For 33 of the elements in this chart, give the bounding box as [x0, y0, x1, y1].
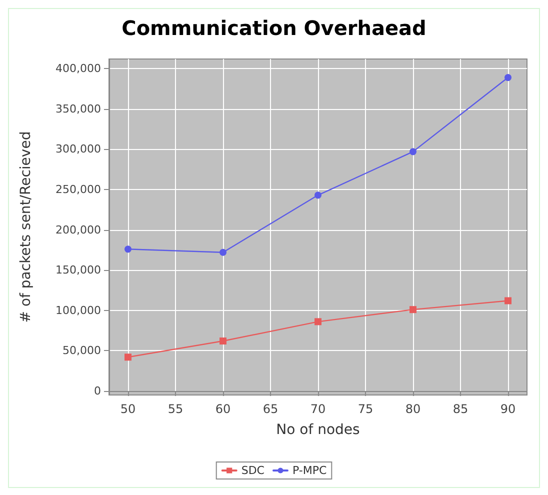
point: [410, 306, 416, 314]
legend-label: P-MPC: [292, 464, 327, 477]
x-tick-label: 55: [168, 402, 184, 416]
point: [124, 354, 132, 361]
y-tick-label: 350,000: [56, 102, 101, 116]
point: [504, 297, 512, 304]
y-tick-label: 200,000: [56, 223, 101, 236]
point: [314, 318, 322, 326]
point: [220, 248, 226, 256]
y-tick-label: 0: [94, 384, 101, 398]
legend-label: SDC: [241, 464, 265, 477]
x-axis-title: No of nodes: [276, 422, 360, 438]
y-tick-label: 100,000: [56, 304, 101, 317]
point: [220, 338, 226, 345]
y-tick-label: 400,000: [56, 62, 101, 76]
y-tick-label: 50,000: [62, 344, 101, 358]
point: [504, 74, 512, 82]
x-tick-label: 90: [500, 402, 516, 416]
point: [410, 148, 416, 156]
point: [314, 192, 322, 199]
x-tick-label: 80: [405, 402, 421, 416]
chart-title: Communication Overhaead: [122, 16, 426, 40]
x-tick-label: 85: [452, 402, 468, 416]
y-tick-label: 300,000: [56, 142, 101, 156]
x-tick-label: 50: [120, 402, 136, 416]
y-tick-label: 250,000: [56, 183, 101, 196]
y-tick-label: 150,000: [56, 264, 101, 277]
x-tick-label: 75: [358, 402, 374, 416]
x-tick-label: 65: [262, 402, 278, 416]
x-tick-label: 60: [215, 402, 231, 416]
point: [124, 246, 132, 253]
x-tick-label: 70: [310, 402, 326, 416]
y-axis-title: # of packets sent/Recieved: [18, 131, 34, 323]
